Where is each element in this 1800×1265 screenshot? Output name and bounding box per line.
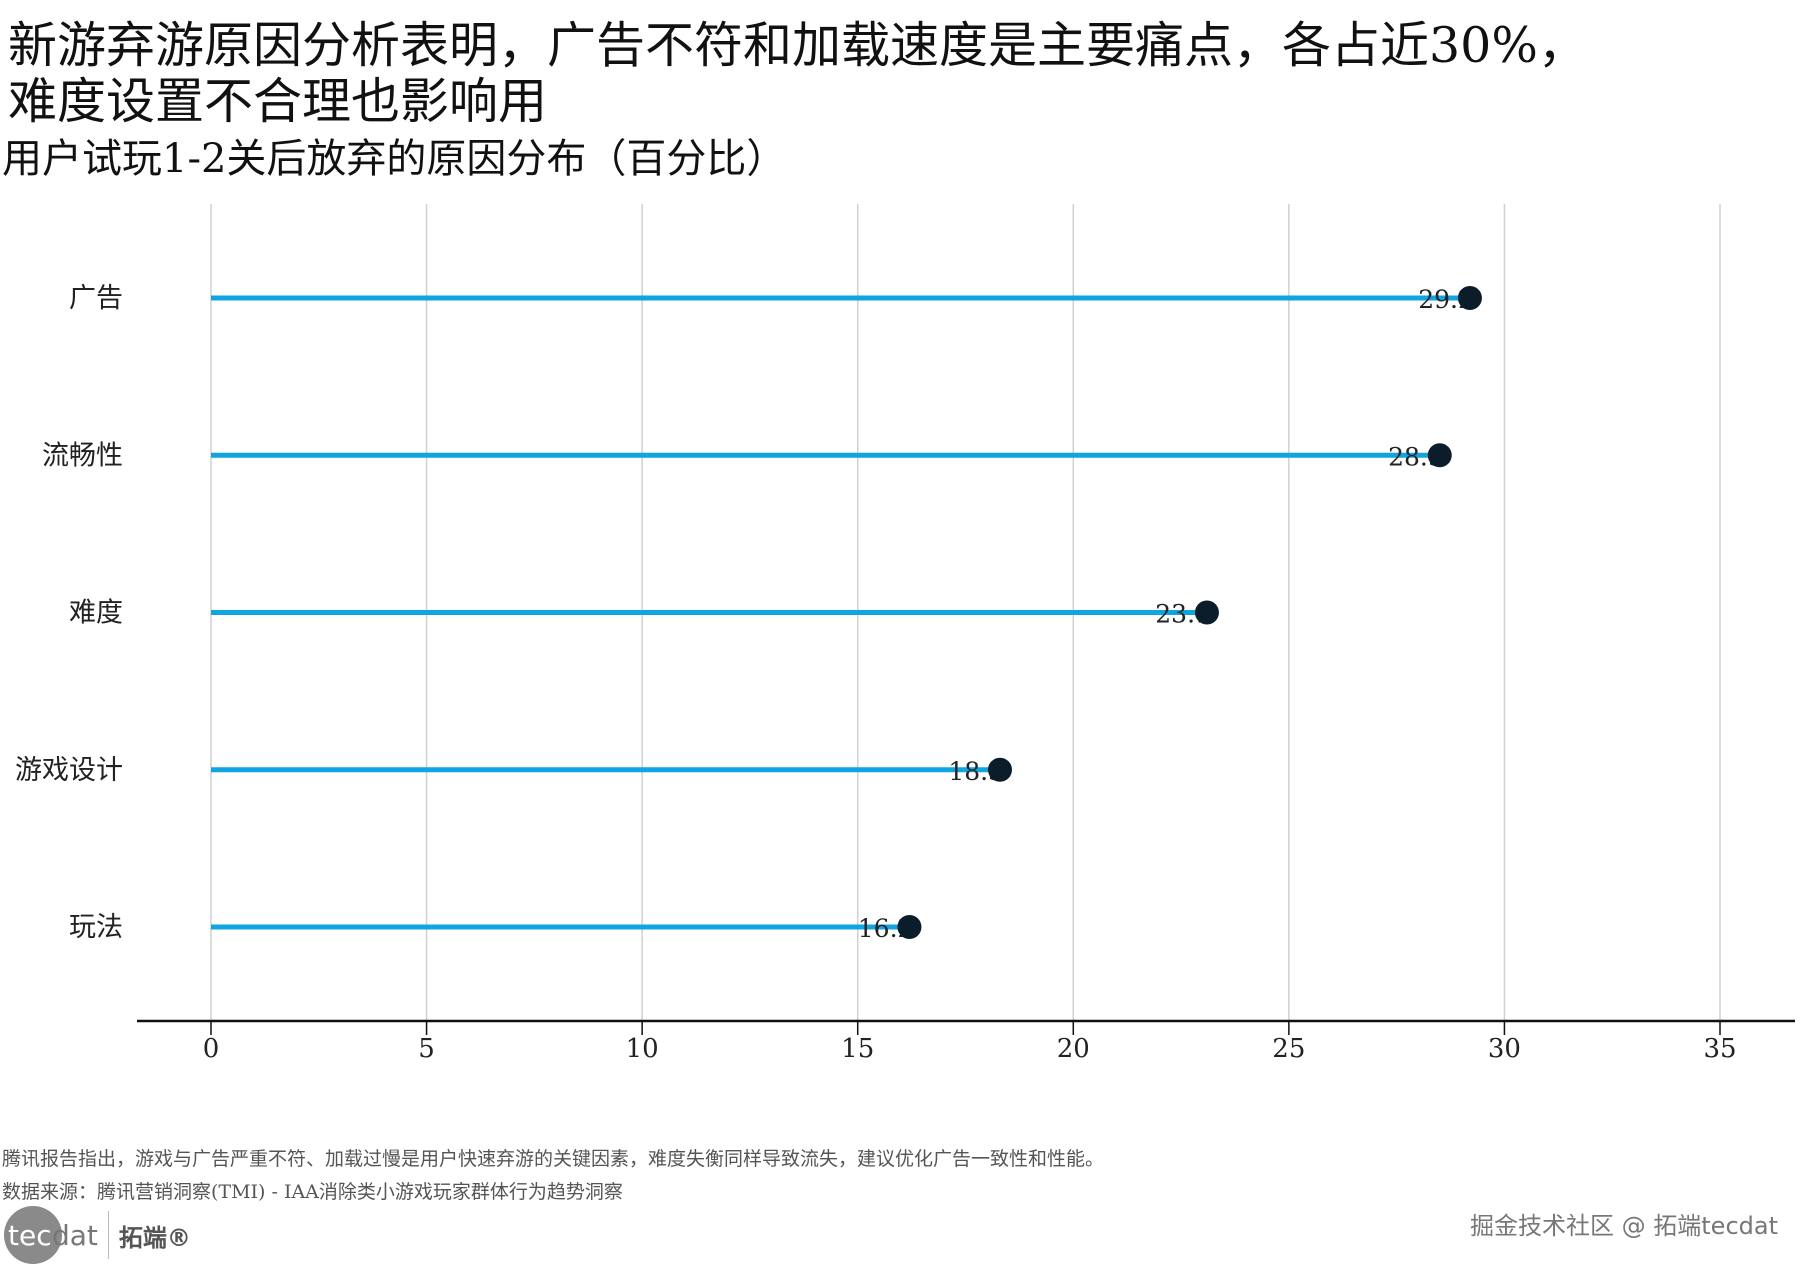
tecdat-logo: tec dat 拓端® (4, 1205, 191, 1265)
x-tick-label: 35 (1703, 1034, 1736, 1064)
logo-circle: tec (4, 1206, 62, 1264)
x-tick-label: 10 (626, 1034, 659, 1064)
x-tick-label: 20 (1057, 1034, 1090, 1064)
category-label: 游戏设计 (15, 755, 123, 786)
lollipop-dot (1194, 600, 1219, 625)
logo-tec: tec (8, 1218, 52, 1252)
title-line-1: 新游弃游原因分析表明，广告不符和加载速度是主要痛点，各占近30%， (8, 17, 1587, 74)
category-label: 玩法 (69, 912, 123, 943)
lollipop-dot (897, 915, 922, 939)
x-tick-label: 30 (1488, 1034, 1521, 1064)
category-label: 流畅性 (42, 440, 123, 471)
lollipop-dot (1457, 286, 1482, 310)
logo-dat: dat (52, 1218, 98, 1252)
logo-divider (107, 1211, 109, 1259)
x-tick-label: 0 (203, 1034, 220, 1064)
footer-source: 数据来源：腾讯营销洞察(TMI) - IAA消除类小游戏玩家群体行为趋势洞察 (2, 1181, 623, 1203)
chart-title: 新游弃游原因分析表明，广告不符和加载速度是主要痛点，各占近30%， 难度设置不合… (8, 18, 1788, 130)
x-tick-label: 5 (418, 1034, 435, 1064)
lollipop-dot (987, 757, 1012, 782)
footer-note: 腾讯报告指出，游戏与广告严重不符、加载过慢是用户快速弃游的关键因素，难度失衡同样… (2, 1148, 1105, 1170)
watermark: 掘金技术社区 @ 拓端tecdat (1470, 1212, 1778, 1240)
chart-subtitle: 用户试玩1-2关后放弃的原因分布（百分比） (2, 136, 787, 182)
x-tick-label: 25 (1272, 1034, 1305, 1064)
category-label: 广告 (69, 283, 123, 314)
lollipop-dot (1427, 443, 1452, 468)
logo-cn: 拓端® (118, 1223, 191, 1252)
category-label: 难度 (69, 598, 123, 629)
title-line-2: 难度设置不合理也影响用 (8, 73, 548, 130)
x-tick-label: 15 (841, 1034, 874, 1064)
